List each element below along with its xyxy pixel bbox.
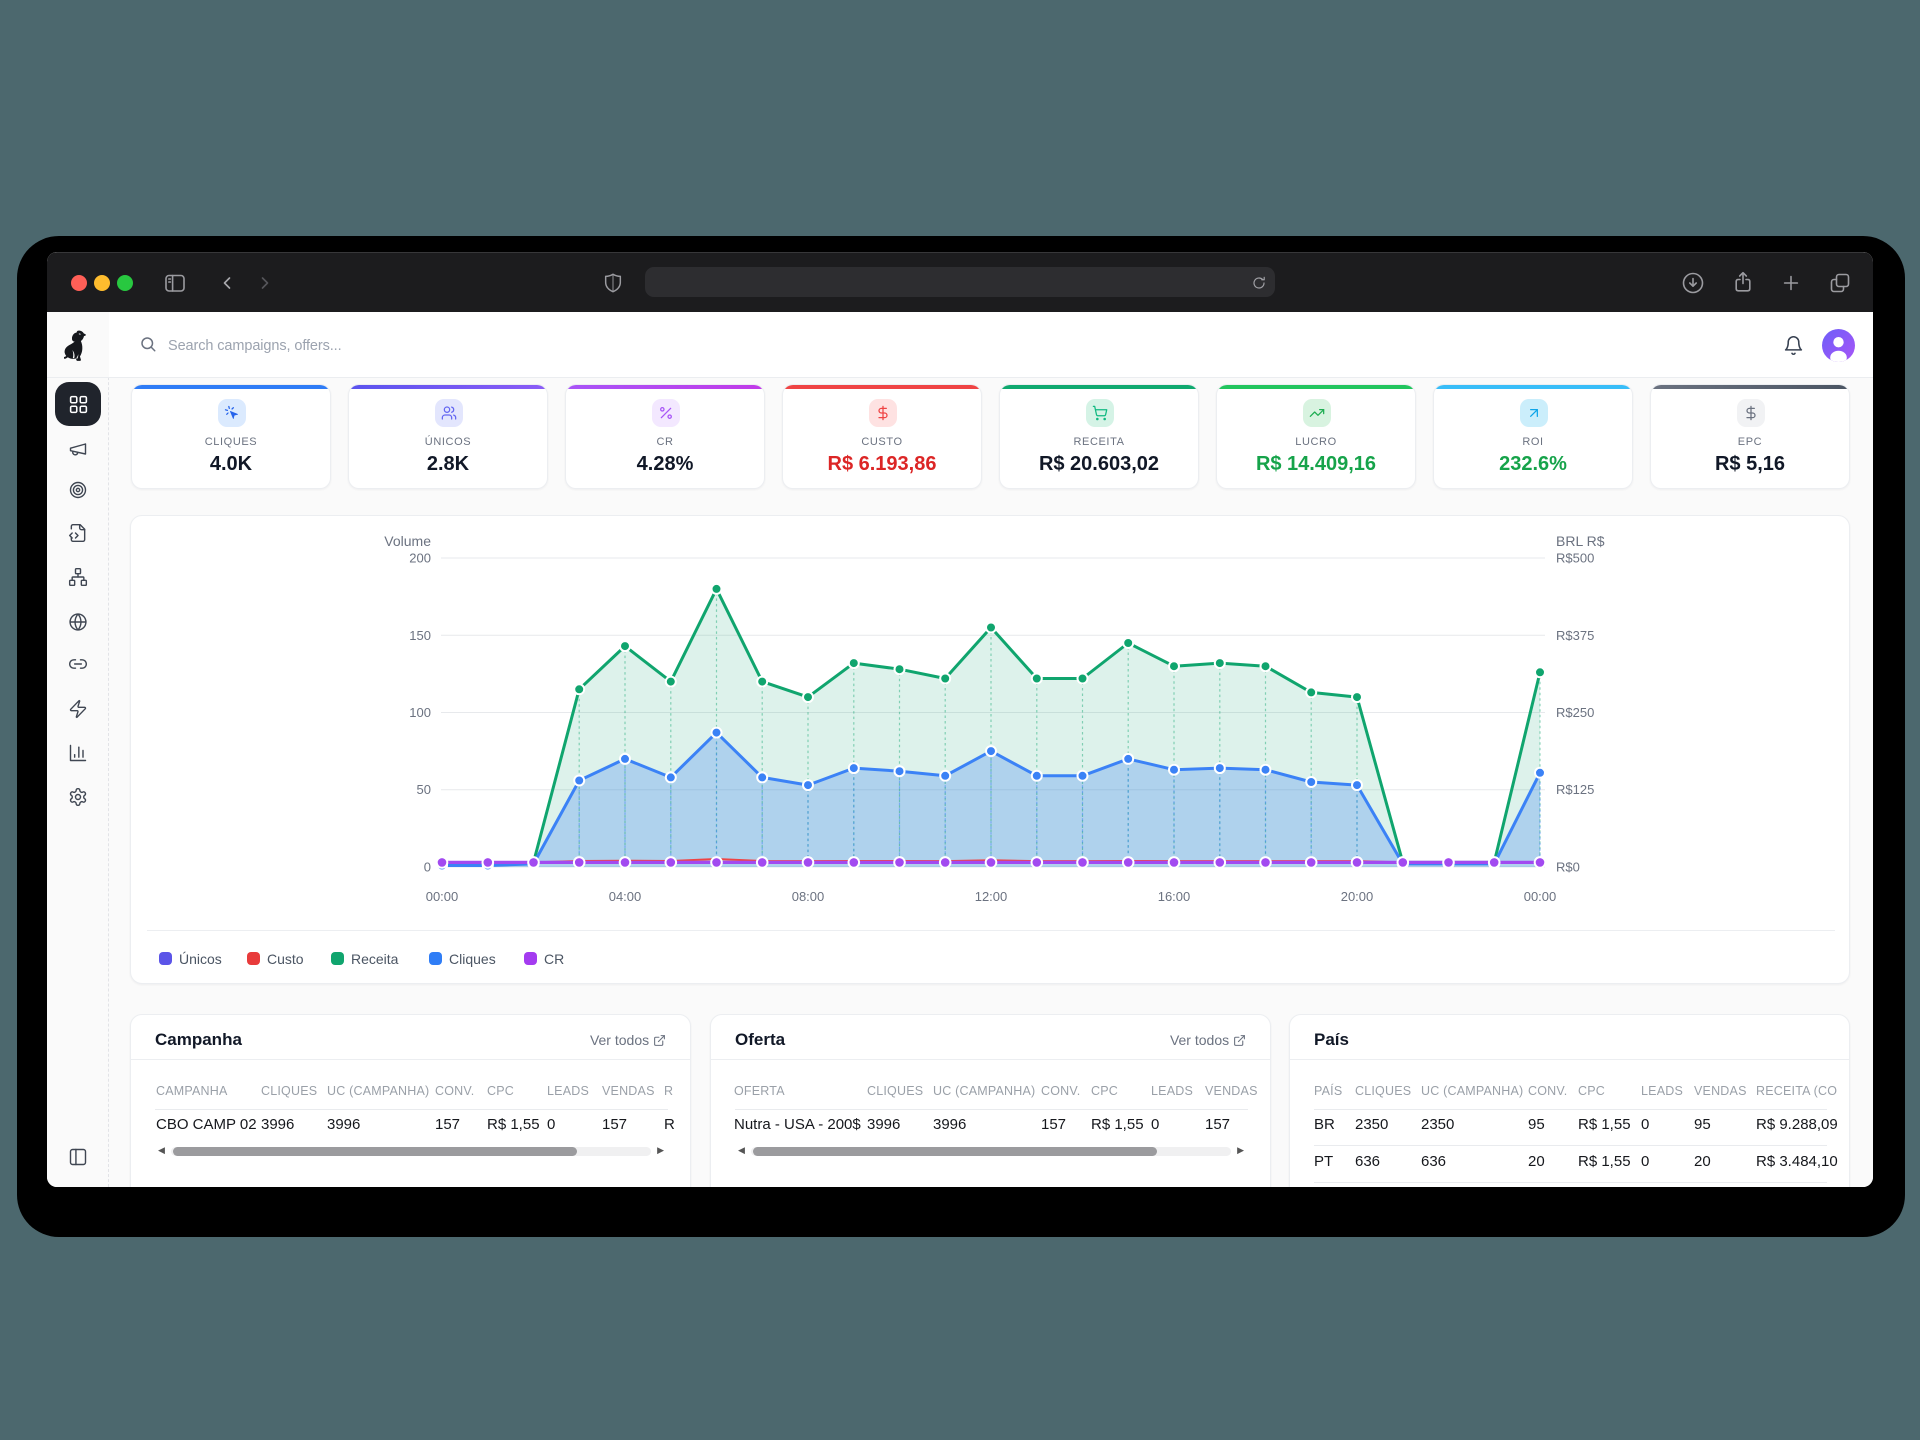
svg-text:04:00: 04:00 — [609, 889, 642, 904]
svg-text:150: 150 — [409, 628, 431, 643]
svg-text:R$250: R$250 — [1556, 705, 1594, 720]
svg-text:50: 50 — [417, 782, 431, 797]
svg-text:200: 200 — [409, 551, 431, 566]
svg-text:Volume: Volume — [384, 533, 431, 549]
svg-text:R$0: R$0 — [1556, 860, 1580, 875]
svg-text:12:00: 12:00 — [975, 889, 1008, 904]
svg-text:R$125: R$125 — [1556, 782, 1594, 797]
svg-text:08:00: 08:00 — [792, 889, 825, 904]
svg-text:16:00: 16:00 — [1158, 889, 1191, 904]
svg-text:BRL R$: BRL R$ — [1556, 533, 1605, 549]
svg-text:00:00: 00:00 — [1524, 889, 1557, 904]
svg-text:100: 100 — [409, 705, 431, 720]
svg-text:00:00: 00:00 — [426, 889, 459, 904]
svg-text:R$500: R$500 — [1556, 551, 1594, 566]
svg-text:0: 0 — [424, 860, 431, 875]
svg-text:R$375: R$375 — [1556, 628, 1594, 643]
svg-text:20:00: 20:00 — [1341, 889, 1374, 904]
